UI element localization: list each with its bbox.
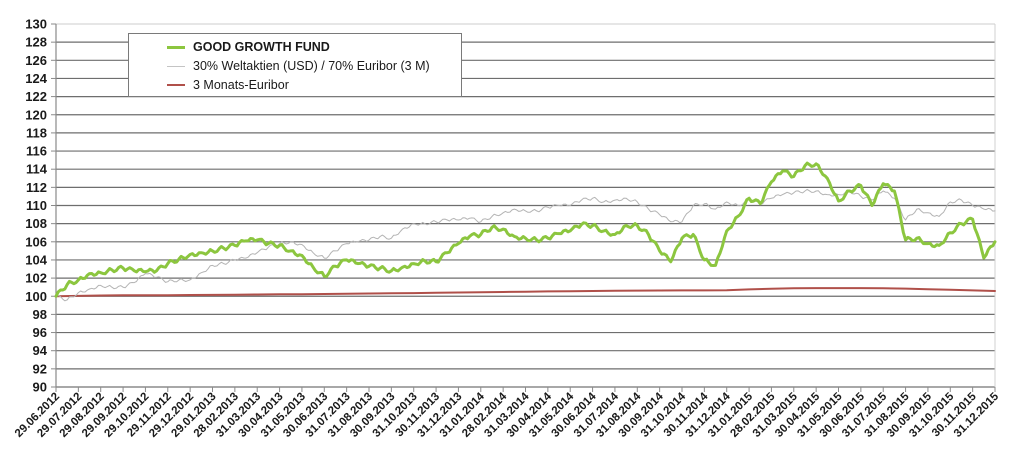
y-tick-label: 96 (33, 325, 47, 340)
y-tick-label: 90 (33, 380, 47, 395)
legend-label: GOOD GROWTH FUND (193, 40, 330, 54)
y-tick-label: 108 (25, 216, 47, 231)
y-tick-label: 104 (25, 252, 47, 267)
y-tick-label: 100 (25, 289, 47, 304)
y-tick-label: 106 (25, 234, 47, 249)
legend-label: 30% Weltaktien (USD) / 70% Euribor (3 M) (193, 59, 430, 73)
series-line-30-weltaktien-usd-70-euribor-3-m (55, 188, 996, 302)
y-tick-label: 120 (25, 107, 47, 122)
legend-swatch-green-line-icon (167, 45, 185, 49)
series-line-good-growth-fund (54, 161, 997, 298)
legend-swatch-gray-line-icon (167, 65, 185, 67)
legend-swatch-red-line-icon (167, 84, 185, 86)
y-tick-label: 92 (33, 361, 47, 376)
legend-label: 3 Monats-Euribor (193, 78, 289, 92)
y-tick-label: 98 (33, 307, 47, 322)
y-tick-label: 94 (33, 343, 48, 358)
legend-item-good-growth-fund: GOOD GROWTH FUND (167, 37, 330, 57)
legend-item-euribor: 3 Monats-Euribor (167, 75, 289, 95)
y-tick-label: 118 (26, 125, 47, 140)
gridlines: 90 92 94 96 98 100 102 104 106 108 110 112 114 116 118… (25, 17, 995, 395)
y-tick-label: 110 (26, 198, 47, 213)
series-line-3-monats-euribor (55, 287, 996, 298)
y-tick-label: 122 (25, 89, 47, 104)
y-tick-label: 102 (25, 271, 47, 286)
y-tick-label: 114 (26, 162, 48, 177)
y-tick-label: 128 (25, 35, 47, 50)
x-axis-labels: 29.06.201229.07.201229.08.201229.09.2012… (13, 387, 1002, 440)
y-tick-label: 126 (25, 53, 47, 68)
legend-item-benchmark: 30% Weltaktien (USD) / 70% Euribor (3 M) (167, 56, 430, 76)
y-tick-label: 112 (26, 180, 47, 195)
y-tick-label: 130 (25, 17, 47, 32)
y-tick-label: 116 (26, 144, 47, 159)
y-tick-label: 124 (25, 71, 47, 86)
chart-legend: GOOD GROWTH FUND 30% Weltaktien (USD) / … (128, 33, 462, 97)
